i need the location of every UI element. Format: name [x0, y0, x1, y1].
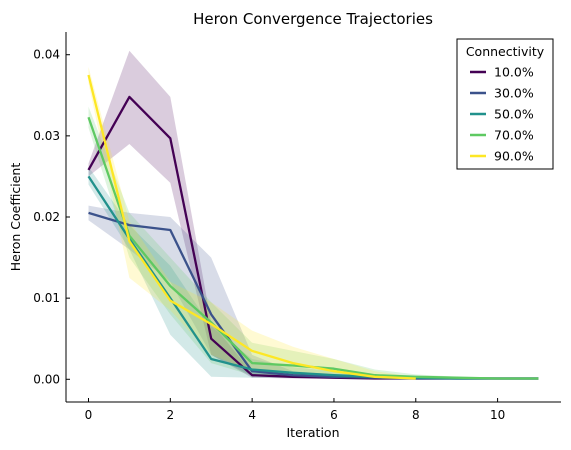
confidence-band-10-0	[88, 50, 539, 379]
legend-label-30-0: 30.0%	[494, 86, 534, 101]
legend-items: 10.0% 30.0% 50.0% 70.0% 90.0%	[470, 65, 534, 164]
x-tick-label: 2	[166, 408, 174, 422]
y-tick-label: 0.02	[33, 210, 60, 224]
y-tick-label: 0.04	[33, 48, 60, 62]
legend-frame	[456, 38, 554, 170]
x-tick-label: 6	[330, 408, 338, 422]
axes: 0 2 4 6 8 10 0.00 0.01 0.02 0.03 0.04	[33, 32, 561, 422]
x-axis-label: Iteration	[286, 425, 339, 440]
series-line-50-0	[87, 175, 539, 380]
legend-label-10-0: 10.0%	[494, 65, 534, 80]
legend-label-50-0: 50.0%	[494, 107, 534, 122]
y-ticks: 0.00 0.01 0.02 0.03 0.04	[33, 48, 70, 386]
y-tick-label: 0.01	[33, 291, 60, 305]
y-axis-label: Heron Coefficient	[8, 163, 23, 272]
legend-title: Connectivity	[466, 44, 545, 59]
series-lines	[87, 74, 539, 380]
x-tick-label: 4	[248, 408, 256, 422]
legend: Connectivity 10.0% 30.0% 50.0% 70.0% 90.0%	[456, 38, 554, 170]
plot-area	[87, 50, 539, 380]
y-tick-label: 0.03	[33, 129, 60, 143]
chart-title: Heron Convergence Trajectories	[193, 10, 433, 28]
x-tick-label: 8	[412, 408, 420, 422]
series-line-90-0	[87, 74, 416, 380]
confidence-band-70-0	[88, 106, 539, 379]
x-tick-label: 0	[85, 408, 93, 422]
confidence-band-50-0	[88, 166, 539, 379]
legend-label-90-0: 90.0%	[494, 149, 534, 164]
confidence-band-30-0	[88, 205, 539, 379]
legend-label-70-0: 70.0%	[494, 128, 534, 143]
x-ticks: 0 2 4 6 8 10	[85, 398, 505, 422]
y-tick-label: 0.00	[33, 372, 60, 386]
x-tick-label: 10	[490, 408, 505, 422]
